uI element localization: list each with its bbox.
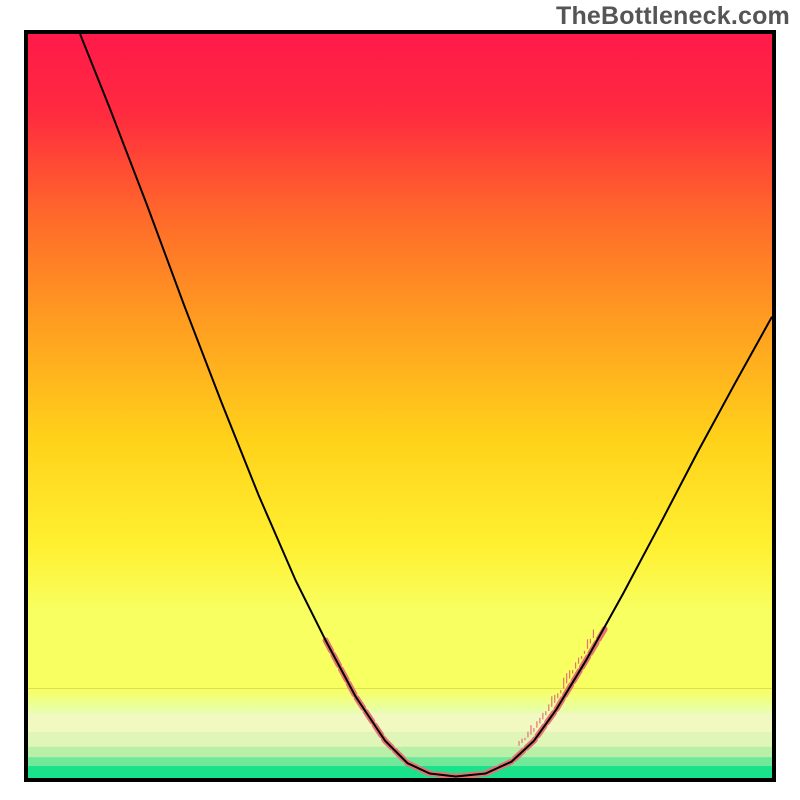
bottleneck-curve [28,34,772,778]
plot-border [24,30,776,782]
jitter-noise [519,629,593,745]
chart-frame: TheBottleneck.com [0,0,800,800]
plot-area [28,34,772,778]
watermark-text: TheBottleneck.com [556,2,790,31]
highlight-dash [326,629,605,776]
main-curve-line [80,34,772,777]
